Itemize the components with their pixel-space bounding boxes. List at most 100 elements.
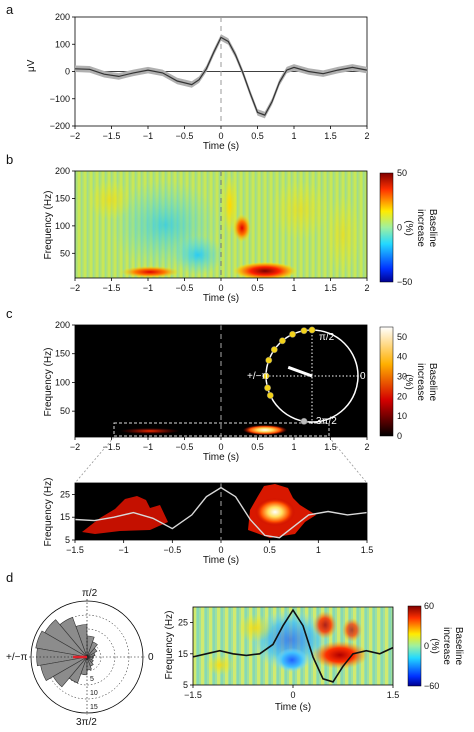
phase-dots [262, 326, 316, 425]
svg-text:Baseline: Baseline [427, 363, 438, 402]
zoom-connector-left [74, 436, 115, 484]
panel-c-xticks: −2 −1.5 −1 −0.5 0 0.5 1 1.5 2 [70, 437, 370, 452]
x-tick-label: 0 [218, 283, 223, 293]
panel-d-letter: d [6, 570, 13, 585]
rose-bar [86, 656, 93, 661]
x-tick-label: 1.5 [361, 545, 374, 555]
x-tick-label: −1.5 [103, 442, 121, 452]
phase-label-pm-pi: +/−π [247, 371, 268, 382]
x-tick-label: 2 [364, 283, 369, 293]
x-tick-label: −1 [143, 131, 153, 141]
x-tick-label: 2 [364, 131, 369, 141]
colorbar-tick-label: 20 [397, 391, 407, 401]
phase-dot [266, 391, 274, 399]
y-tick-label: 50 [60, 248, 70, 258]
rose-outer-ring [30, 600, 144, 714]
rose-bars [35, 616, 98, 688]
colorbar-tick-label: 0 [424, 641, 429, 651]
y-tick-label: 15 [178, 649, 188, 659]
rose-ring-label: 15 [90, 704, 98, 711]
panel-c-zoom-xticks: −1.5 −1 −0.5 0 0.5 1 1.5 [66, 540, 373, 555]
y-tick-label: 5 [183, 680, 188, 690]
panel-b-xlabel: Time (s) [203, 293, 239, 304]
x-tick-label: 0.5 [263, 545, 276, 555]
panel-d-heatmap-image [193, 607, 393, 685]
y-tick-label: 5 [65, 535, 70, 545]
y-tick-label: −100 [50, 94, 70, 104]
x-tick-label: 0 [218, 131, 223, 141]
panel-b-colorbar-label: Baseline increase (%) [403, 209, 438, 248]
x-tick-label: −0.5 [176, 283, 194, 293]
panel-a-yticks: 200 100 0 −100 −200 [50, 12, 75, 131]
colorbar-tick-label: 50 [397, 332, 407, 342]
panel-b-yticks: 200 150 100 50 [55, 166, 75, 258]
x-tick-label: 2 [364, 442, 369, 452]
rose-ring-labels: 5 10 15 [90, 676, 98, 711]
rose-label-pi-half: π/2 [82, 588, 98, 599]
x-tick-label: −2 [70, 131, 80, 141]
panel-a-xticks: −2 −1.5 −1 −0.5 0 0.5 1 1.5 2 [70, 126, 370, 141]
svg-text:(%): (%) [403, 220, 414, 236]
rose-label-three-pi-half: 3π/2 [76, 717, 97, 728]
x-tick-label: 0 [218, 442, 223, 452]
y-tick-label: −200 [50, 121, 70, 131]
x-tick-label: 1 [316, 545, 321, 555]
svg-text:increase: increase [415, 363, 426, 401]
x-tick-label: −1 [143, 283, 153, 293]
phase-dot [300, 327, 308, 335]
panel-d-colorbar-label: Baseline increase (%) [429, 627, 464, 666]
rose-ring [44, 614, 130, 700]
x-tick-label: −1.5 [184, 690, 202, 700]
hotspot-pre [120, 428, 180, 434]
phase-dot [262, 372, 270, 380]
y-tick-label: 25 [60, 489, 70, 499]
phase-dot [289, 330, 297, 338]
rose-bar [52, 656, 88, 688]
colorbar-tick-label: 40 [397, 352, 407, 362]
panel-c-zoom-yticks: 25 15 5 [60, 489, 75, 545]
colorbar-tick-label: 60 [424, 601, 434, 611]
svg-text:Baseline: Baseline [427, 209, 438, 248]
y-tick-label: 100 [55, 39, 70, 49]
x-tick-label: −1.5 [66, 545, 84, 555]
x-tick-label: 0.5 [251, 283, 264, 293]
rose-bar [68, 656, 88, 684]
panel-c-xlabel: Time (s) [203, 452, 239, 463]
colorbar-tick-label: −60 [424, 681, 439, 691]
panel-d-colorbar [407, 605, 422, 687]
colorbar-tick-label: 0 [397, 223, 402, 233]
rose-bar [86, 656, 94, 664]
panel-c-ylabel: Frequency (Hz) [43, 348, 54, 417]
y-tick-label: 100 [55, 221, 70, 231]
panel-b-letter: b [6, 152, 13, 167]
svg-text:(%): (%) [429, 638, 440, 654]
x-tick-label: −1 [143, 442, 153, 452]
rose-bar [35, 630, 88, 658]
panel-b: 200 150 100 50 −2 −1.5 −1 −0.5 0 0.5 1 1.5 2 Freque… [43, 166, 438, 304]
svg-text:increase: increase [441, 627, 452, 665]
phase-dot [278, 337, 286, 345]
x-tick-label: 0.5 [251, 131, 264, 141]
zoom-blob-post-core [255, 498, 295, 526]
panel-d-ylabel: Frequency (Hz) [164, 611, 175, 680]
x-tick-label: 0.5 [251, 442, 264, 452]
y-tick-label: 200 [55, 320, 70, 330]
svg-text:(%): (%) [403, 374, 414, 390]
panel-a-letter: a [6, 2, 14, 17]
colorbar-tick-label: 10 [397, 411, 407, 421]
x-tick-label: 1.5 [324, 442, 337, 452]
phase-dot [308, 326, 316, 334]
panel-d-rose: 5 10 15 π/2 +/−π 0 3π/2 [6, 588, 154, 728]
x-tick-label: −2 [70, 442, 80, 452]
x-tick-label: 1.5 [387, 690, 400, 700]
x-tick-label: −2 [70, 283, 80, 293]
x-tick-label: −0.5 [176, 442, 194, 452]
panel-b-colorbar-ticks: 50 0 −50 [397, 168, 412, 287]
x-tick-label: 1 [291, 442, 296, 452]
panel-d-heatmap: 25 15 5 −1.5 0 1.5 Frequency (Hz) Time (s) 6… [164, 601, 464, 713]
panel-d-xticks: −1.5 0 1.5 [184, 685, 399, 700]
phase-dot [264, 384, 272, 392]
panel-c-yticks: 200 150 100 50 [55, 320, 75, 416]
